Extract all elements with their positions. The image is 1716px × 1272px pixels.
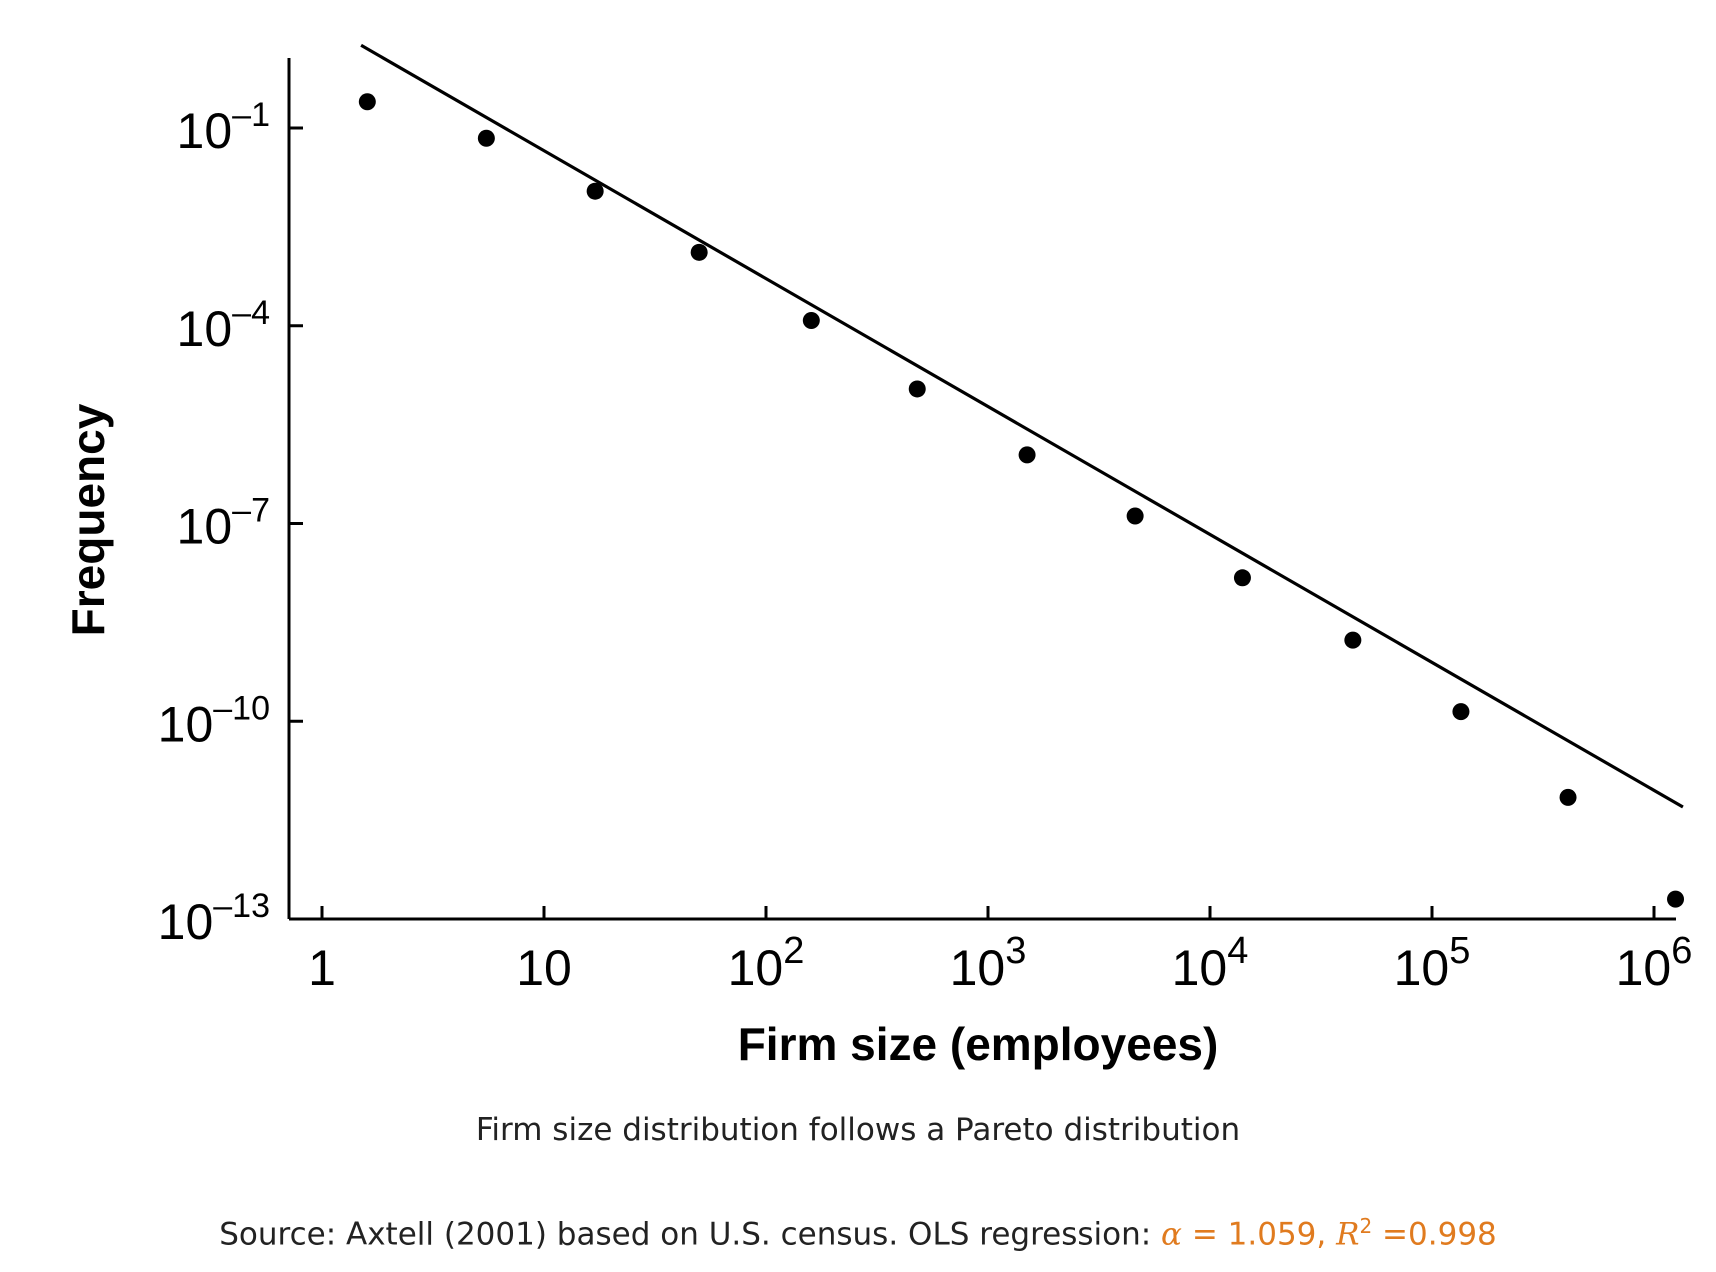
alpha-value: = 1.059, [1181,1216,1337,1253]
x-tick-label: 105 [1394,930,1471,996]
data-point [908,380,926,398]
r-symbol: R [1336,1216,1360,1253]
y-tick-label: 10–1 [177,96,270,159]
data-point [358,93,376,111]
x-tick-label: 10 [516,940,572,996]
x-tick-label: 106 [1616,930,1693,996]
x-tick-label: 1 [308,940,336,996]
x-axis-label: Firm size (employees) [738,1018,1219,1070]
source-prefix: Source: Axtell (2001) based on U.S. cens… [219,1216,1162,1253]
x-tick-label: 103 [950,930,1027,996]
y-tick-label: 10–4 [177,294,270,357]
data-point [1452,703,1470,721]
x-axis: 1 10 102 103 104 105 106 [289,906,1692,996]
data-point [1018,446,1036,464]
data-point [1667,890,1685,908]
data-point [1126,507,1144,525]
data-point [1559,788,1577,806]
r-exponent: 2 [1359,1214,1373,1238]
y-tick-label: 10–13 [158,887,270,950]
alpha-symbol: α [1161,1216,1182,1253]
fit-line-group [360,43,1684,809]
y-axis-label: Frequency [62,403,114,636]
x-tick-label: 102 [728,930,805,996]
data-point [802,312,820,330]
x-tick-label: 104 [1172,930,1249,996]
source-note: Source: Axtell (2001) based on U.S. cens… [0,1214,1716,1252]
scatter-plot: 10–1 10–4 10–7 10–10 10–13 1 10 102 103 104 105 10… [62,43,1692,1070]
data-point [477,129,495,147]
data-point [1233,569,1251,587]
data-point [586,182,604,200]
data-point [1344,631,1362,649]
r-squared-value: =0.998 [1372,1216,1497,1253]
data-points [358,93,1685,908]
data-point [690,243,708,261]
y-tick-label: 10–10 [158,689,270,752]
figure-caption: Firm size distribution follows a Pareto … [475,1112,1241,1148]
y-axis: 10–1 10–4 10–7 10–10 10–13 [158,58,303,950]
regression-line [360,43,1684,809]
y-tick-label: 10–7 [177,492,270,555]
